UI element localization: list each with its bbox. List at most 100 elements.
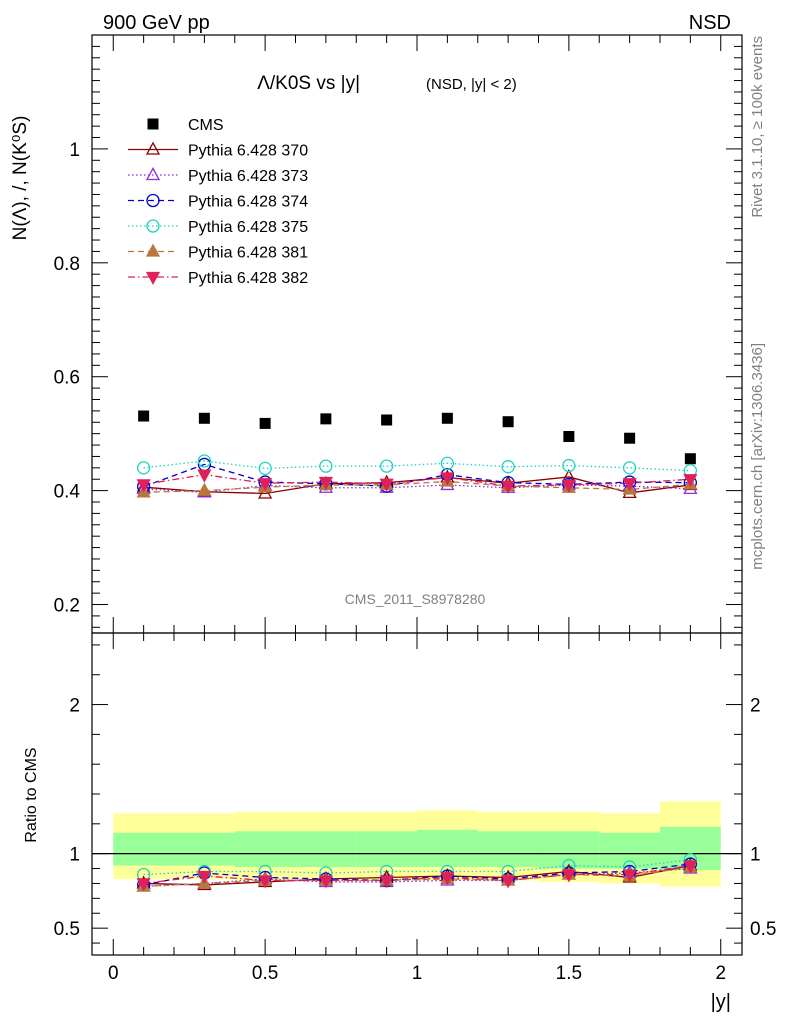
analysis-label: CMS_2011_S8978280 <box>345 591 486 607</box>
legend-marker <box>147 118 159 130</box>
ratio-data-point <box>683 860 698 874</box>
ratio-data-point <box>622 869 637 883</box>
x-tick-label: 1.5 <box>556 963 582 984</box>
uncertainty-band-inner <box>113 832 175 866</box>
series-line <box>143 460 691 472</box>
ratio-data-point <box>501 875 516 889</box>
data-point <box>258 461 272 476</box>
data-point <box>441 412 453 424</box>
data-point <box>440 472 455 486</box>
uncertainty-band-inner <box>295 831 357 868</box>
header-right: NSD <box>689 12 731 34</box>
data-point <box>683 474 698 488</box>
x-axis-label: |y| <box>711 991 731 1013</box>
uncertainty-band-inner <box>174 832 235 866</box>
legend-label: Pythia 6.428 374 <box>188 194 308 211</box>
legend-marker <box>146 219 160 233</box>
ratio-y-tick-labels: 0.5 0.5 1 1 2 2 <box>54 696 777 941</box>
data-point <box>319 459 333 473</box>
data-point <box>684 453 696 465</box>
uncertainty-band-inner <box>234 831 296 868</box>
main-panel: 0.2 0.4 0.6 0.8 1 Λ/K0S vs |y| (NSD, |y| < 2… <box>10 34 743 634</box>
x-tick-labels: 0 0.5 1 1.5 2 <box>108 963 726 984</box>
data-point <box>136 461 151 475</box>
mcplots-label: mcplots.cern.ch [arXiv:1306.3436] <box>749 343 766 570</box>
data-point <box>561 479 576 493</box>
ratio-series-line <box>143 864 691 886</box>
ratio-data-point <box>318 875 333 889</box>
ratio-y-tick-label: 0.5 <box>54 919 80 940</box>
header-left: 900 GeV pp <box>103 12 210 34</box>
ratio-series-line <box>143 866 691 888</box>
data-point <box>502 416 514 428</box>
ratio-series-line <box>143 863 691 886</box>
ratio-data-point <box>136 878 151 892</box>
series-line <box>143 480 691 493</box>
uncertainty-band-inner <box>356 831 417 868</box>
data-point <box>138 410 150 422</box>
y-axis-label-ratio: Ratio to CMS <box>23 747 40 842</box>
ratio-y-tick-label-right: 0.5 <box>750 919 776 940</box>
ratio-ticks <box>92 633 742 955</box>
data-point <box>258 478 273 492</box>
legend-label: Pythia 6.428 373 <box>188 168 308 185</box>
ratio-y-tick-label-right: 2 <box>750 696 761 717</box>
ratio-data-point <box>561 869 576 883</box>
chart-title: Λ/K0S vs |y| <box>257 73 360 94</box>
uncertainty-band-inner <box>477 831 539 868</box>
ratio-data-point <box>379 875 394 889</box>
ratio-data-point <box>440 872 455 886</box>
ratio-data-point <box>197 870 212 884</box>
y-tick-label: 0.2 <box>54 596 80 617</box>
main-y-tick-labels: 0.2 0.4 0.6 0.8 1 <box>54 140 81 617</box>
y-tick-label: 1 <box>69 140 80 161</box>
main-ticks <box>92 34 742 633</box>
series-line <box>143 463 691 488</box>
legend-label: Pythia 6.428 382 <box>188 270 308 287</box>
data-point <box>318 476 333 491</box>
data-point <box>197 482 212 496</box>
uncertainty-band-inner <box>538 831 600 869</box>
ratio-panel: 0.5 0.5 1 1 2 2 0 0.5 1 1.5 2 Ratio to CMS |y| <box>23 632 777 1013</box>
data-point <box>320 413 332 425</box>
data-point <box>379 478 394 492</box>
series-line <box>143 484 691 493</box>
y-tick-label: 0.8 <box>54 254 80 275</box>
data-point <box>562 458 576 473</box>
x-tick-label: 1 <box>412 963 423 984</box>
data-point <box>563 431 575 443</box>
ratio-y-tick-label: 2 <box>69 696 80 717</box>
data-point <box>259 417 271 429</box>
ratio-bands <box>113 801 721 887</box>
data-point <box>258 485 273 499</box>
data-point <box>501 460 515 474</box>
data-point <box>136 479 151 493</box>
x-tick-label: 2 <box>715 963 726 984</box>
legend-label: Pythia 6.428 370 <box>188 143 308 160</box>
legend-marker <box>145 141 161 155</box>
data-point <box>501 480 516 495</box>
ratio-series-line <box>143 858 691 876</box>
series-line <box>143 474 691 487</box>
legend-marker <box>145 167 161 181</box>
data-point <box>622 461 637 475</box>
ratio-data-point <box>258 875 273 889</box>
data-point <box>381 414 393 426</box>
legend-marker <box>146 193 160 208</box>
main-series <box>136 410 698 499</box>
x-tick-label: 0 <box>108 963 119 984</box>
y-axis-label-main: N(Λ), /, N(K⁰S) <box>10 116 31 241</box>
ratio-series <box>136 852 698 892</box>
legend-label: CMS <box>188 117 224 134</box>
data-point <box>197 469 212 483</box>
ratio-series-line <box>143 864 691 885</box>
ratio-frame <box>91 632 743 956</box>
legend-marker <box>145 271 161 285</box>
uncertainty-band-inner <box>599 832 660 869</box>
legend-marker <box>145 243 161 257</box>
y-tick-label: 0.4 <box>54 482 81 503</box>
data-point <box>622 478 637 492</box>
data-point <box>198 412 210 424</box>
chart-subtitle: (NSD, |y| < 2) <box>426 76 517 93</box>
